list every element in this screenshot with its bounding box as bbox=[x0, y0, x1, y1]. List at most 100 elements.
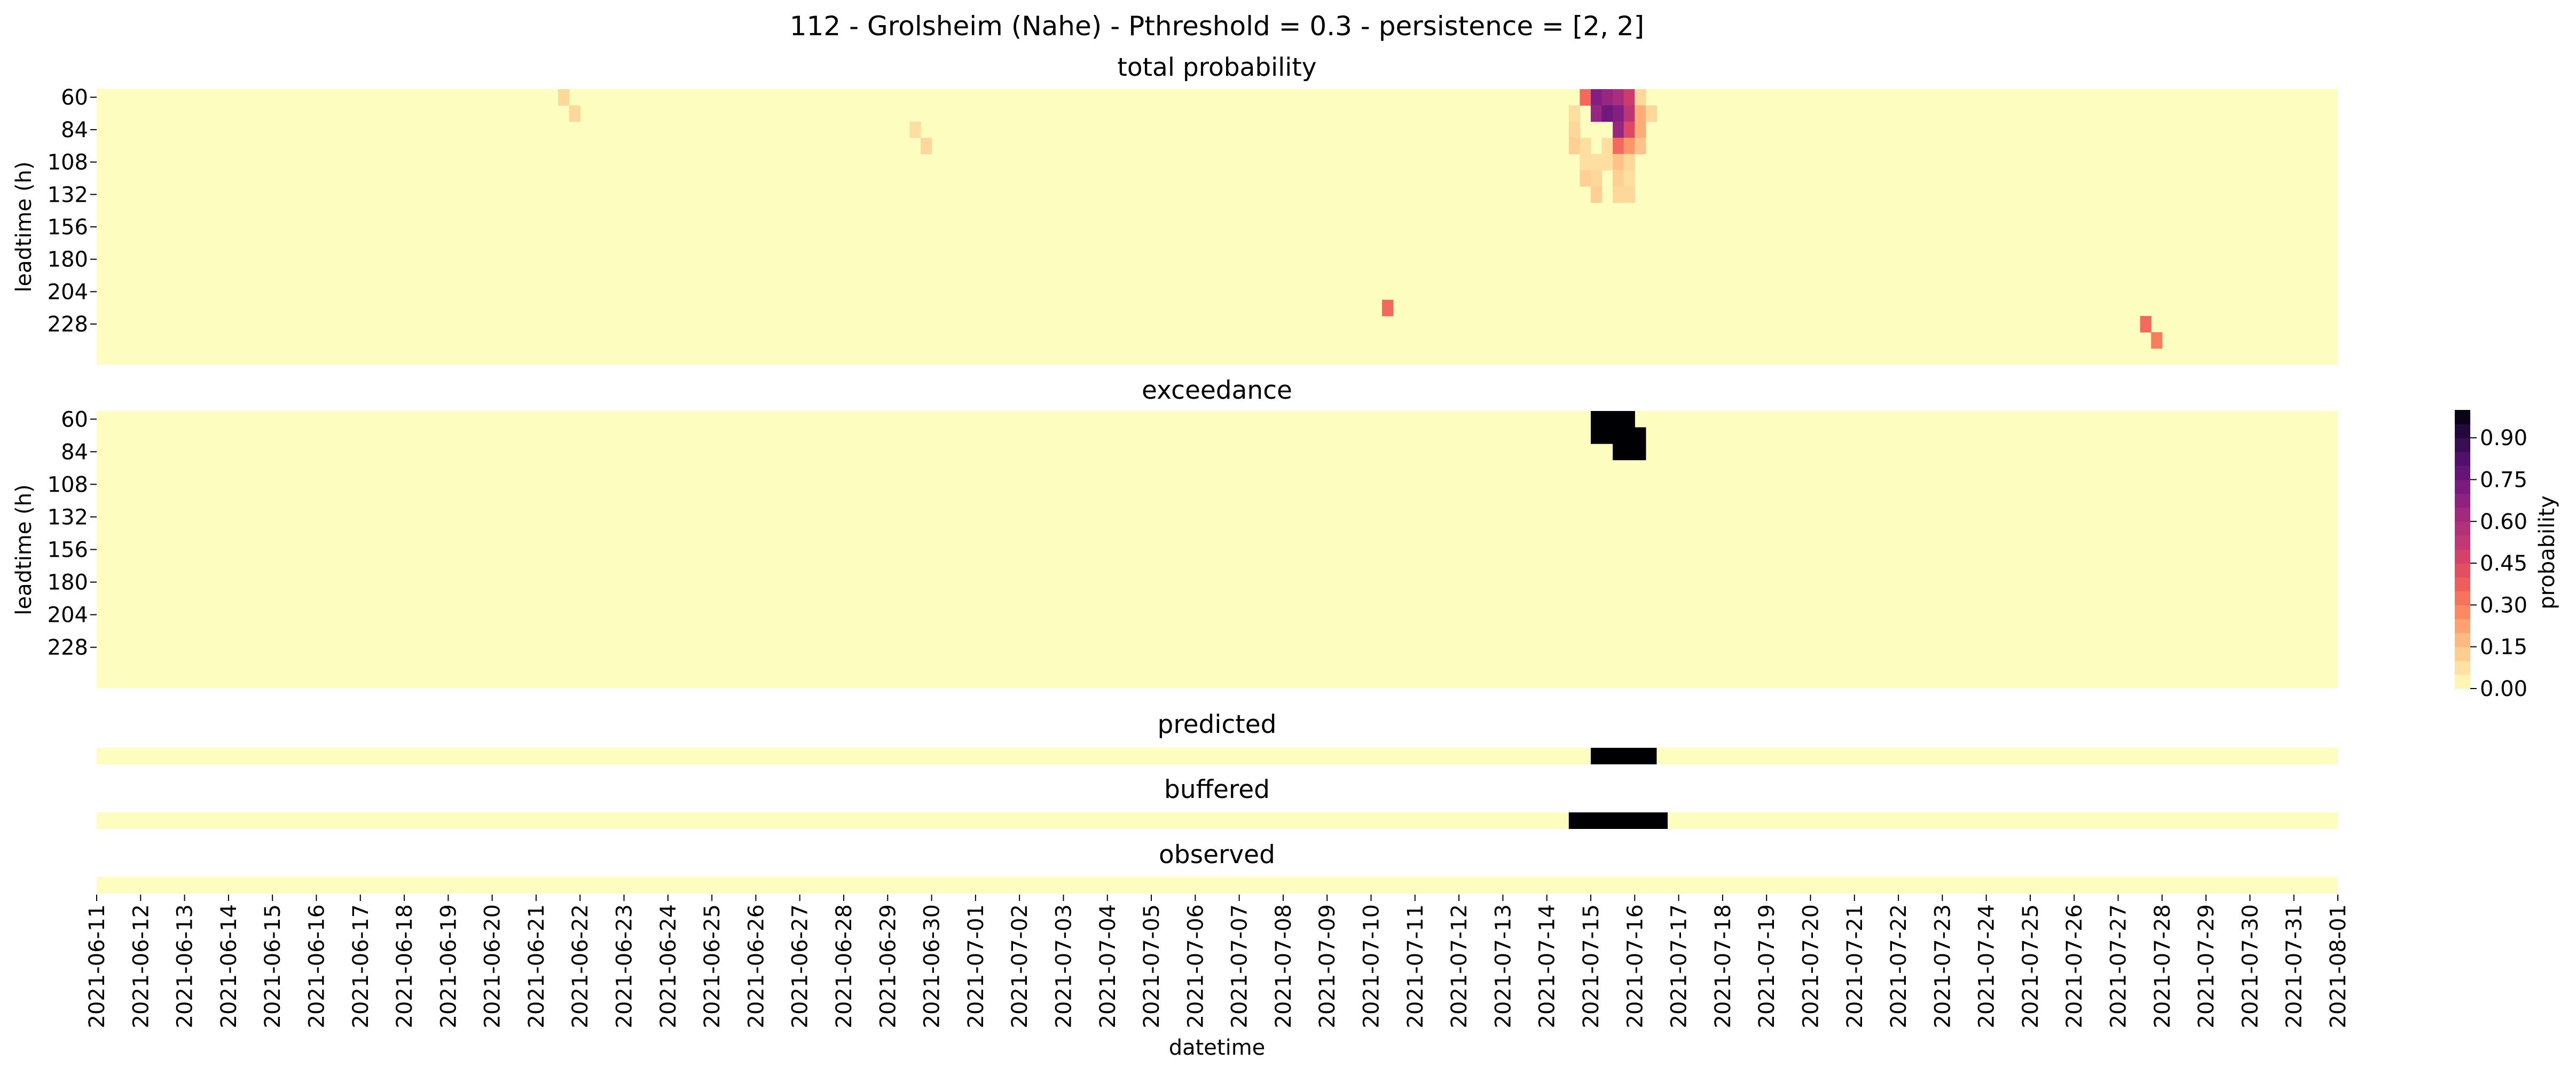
y-tick-label: 228 bbox=[48, 312, 88, 337]
x-tick-label: 2021-06-21 bbox=[524, 904, 549, 1028]
colorbar-band bbox=[2455, 591, 2470, 605]
heatmap-cell bbox=[1580, 89, 1591, 106]
heatmap-cell bbox=[1613, 89, 1624, 106]
x-tick-label: 2021-07-28 bbox=[2150, 904, 2175, 1028]
heatmap-cell bbox=[1623, 105, 1635, 122]
heatmap-cell bbox=[1635, 138, 1646, 155]
heatmap-cell bbox=[1601, 89, 1613, 106]
figure-title: 112 - Grolsheim (Nahe) - Pthreshold = 0.… bbox=[790, 11, 1644, 42]
x-tick-label: 2021-07-08 bbox=[1271, 904, 1296, 1028]
x-tick-label: 2021-06-15 bbox=[261, 904, 285, 1028]
y-tick-label: 84 bbox=[61, 440, 88, 464]
x-tick-label: 2021-07-16 bbox=[1623, 904, 1647, 1028]
heatmap-cell bbox=[2151, 332, 2163, 349]
colorbar-band bbox=[2455, 660, 2470, 675]
x-tick-label: 2021-07-13 bbox=[1491, 904, 1515, 1028]
x-tick-label: 2021-06-30 bbox=[920, 904, 945, 1028]
x-tick-label: 2021-07-14 bbox=[1535, 904, 1560, 1028]
colorbar-band bbox=[2455, 410, 2470, 424]
x-tick-label: 2021-07-23 bbox=[1930, 904, 1955, 1028]
heatmap-cell bbox=[1568, 105, 1581, 122]
x-tick-label: 2021-07-29 bbox=[2194, 904, 2219, 1028]
x-tick-label: 2021-07-07 bbox=[1228, 904, 1252, 1028]
panel-title-exceedance: exceedance bbox=[1142, 376, 1292, 405]
x-tick-label: 2021-07-20 bbox=[1799, 904, 1823, 1028]
heatmap-cell bbox=[1623, 444, 1635, 461]
heatmap-cell bbox=[1601, 138, 1613, 155]
heatmap-cell bbox=[909, 121, 921, 138]
heatmap-cell bbox=[1601, 154, 1613, 171]
heatmap-cell bbox=[1613, 105, 1624, 122]
x-tick-label: 2021-06-11 bbox=[85, 904, 109, 1028]
heatmap-cell bbox=[1591, 427, 1603, 444]
x-tick-label: 2021-06-23 bbox=[612, 904, 637, 1028]
y-tick-label: 108 bbox=[48, 472, 88, 497]
heatmap-cell bbox=[1613, 186, 1624, 203]
colorbar-band bbox=[2455, 633, 2470, 647]
x-tick-label: 2021-07-21 bbox=[1843, 904, 1867, 1028]
x-tick-label: 2021-06-13 bbox=[173, 904, 198, 1028]
predicted-strip bbox=[97, 748, 2338, 764]
heatmap-cell bbox=[1623, 89, 1635, 106]
y-tick-label: 132 bbox=[48, 183, 88, 207]
heatmap-cell bbox=[1568, 138, 1581, 155]
x-tick-label: 2021-06-18 bbox=[392, 904, 417, 1028]
colorbar-band bbox=[2455, 605, 2470, 620]
x-tick-label: 2021-07-19 bbox=[1755, 904, 1779, 1028]
heatmap-cell bbox=[1591, 89, 1603, 106]
x-tick-label: 2021-07-17 bbox=[1667, 904, 1692, 1028]
heatmap-background bbox=[97, 411, 2338, 688]
heatmap-cell bbox=[921, 138, 932, 155]
x-tick-label: 2021-07-26 bbox=[2062, 904, 2087, 1028]
x-tick-label: 2021-06-24 bbox=[656, 904, 681, 1028]
heatmap-cell bbox=[1613, 170, 1624, 187]
x-axis-label: datetime bbox=[1169, 1036, 1266, 1060]
heatmap-cell bbox=[1613, 427, 1624, 444]
heatmap-cell bbox=[1591, 154, 1603, 171]
x-tick-label: 2021-06-19 bbox=[436, 904, 461, 1028]
colorbar-band bbox=[2455, 535, 2470, 550]
heatmap-cell bbox=[1635, 105, 1646, 122]
x-tick-label: 2021-07-01 bbox=[964, 904, 988, 1028]
panel-title-total-probability: total probability bbox=[1117, 53, 1316, 82]
colorbar-band bbox=[2455, 507, 2470, 522]
x-tick-label: 2021-07-11 bbox=[1403, 904, 1428, 1028]
x-tick-label: 2021-06-12 bbox=[129, 904, 153, 1028]
heatmap-cell bbox=[2140, 315, 2151, 333]
exceedance-y-ticks: 60 84 108 132 156 180 204 228 bbox=[48, 407, 97, 660]
y-tick-label: 60 bbox=[61, 85, 88, 110]
x-tick-label: 2021-06-22 bbox=[568, 904, 593, 1028]
x-tick-label: 2021-06-16 bbox=[304, 904, 329, 1028]
heatmap-cell bbox=[1601, 427, 1613, 444]
y-tick-label: 132 bbox=[48, 505, 88, 529]
total-probability-y-ticks: 60 84 108 132 156 180 204 228 bbox=[48, 85, 97, 337]
x-tick-label: 2021-07-31 bbox=[2282, 904, 2307, 1028]
colorbar: 0.00 0.15 0.30 0.45 0.60 0.75 0.90 bbox=[2455, 410, 2527, 701]
strip-background bbox=[97, 877, 2338, 894]
heatmap-cell bbox=[1601, 411, 1613, 428]
y-tick-label: 156 bbox=[48, 538, 88, 563]
buffered-strip bbox=[97, 812, 2338, 829]
heatmap-cell bbox=[1623, 154, 1635, 171]
y-tick-label: 60 bbox=[61, 407, 88, 432]
heatmap-cell bbox=[1623, 427, 1635, 444]
colorbar-band bbox=[2455, 438, 2470, 452]
y-tick-label: 228 bbox=[48, 636, 88, 660]
heatmap-cell bbox=[1580, 154, 1591, 171]
colorbar-band bbox=[2455, 674, 2470, 689]
heatmap-cell bbox=[1635, 121, 1646, 138]
heatmap-cell bbox=[1623, 411, 1635, 428]
colorbar-tick-label: 0.00 bbox=[2480, 677, 2527, 701]
x-tick-label: 2021-07-22 bbox=[1887, 904, 1911, 1028]
x-tick-label: 2021-08-01 bbox=[2326, 904, 2351, 1028]
colorbar-band bbox=[2455, 424, 2470, 438]
colorbar-label: probability bbox=[2535, 495, 2559, 609]
x-tick-label: 2021-06-17 bbox=[349, 904, 373, 1028]
x-tick-label: 2021-07-02 bbox=[1008, 904, 1032, 1028]
colorbar-band bbox=[2455, 452, 2470, 466]
heatmap-cell bbox=[1382, 299, 1394, 317]
heatmap-background bbox=[97, 89, 2338, 365]
heatmap-cell bbox=[1623, 186, 1635, 203]
y-tick-label: 204 bbox=[48, 603, 88, 628]
